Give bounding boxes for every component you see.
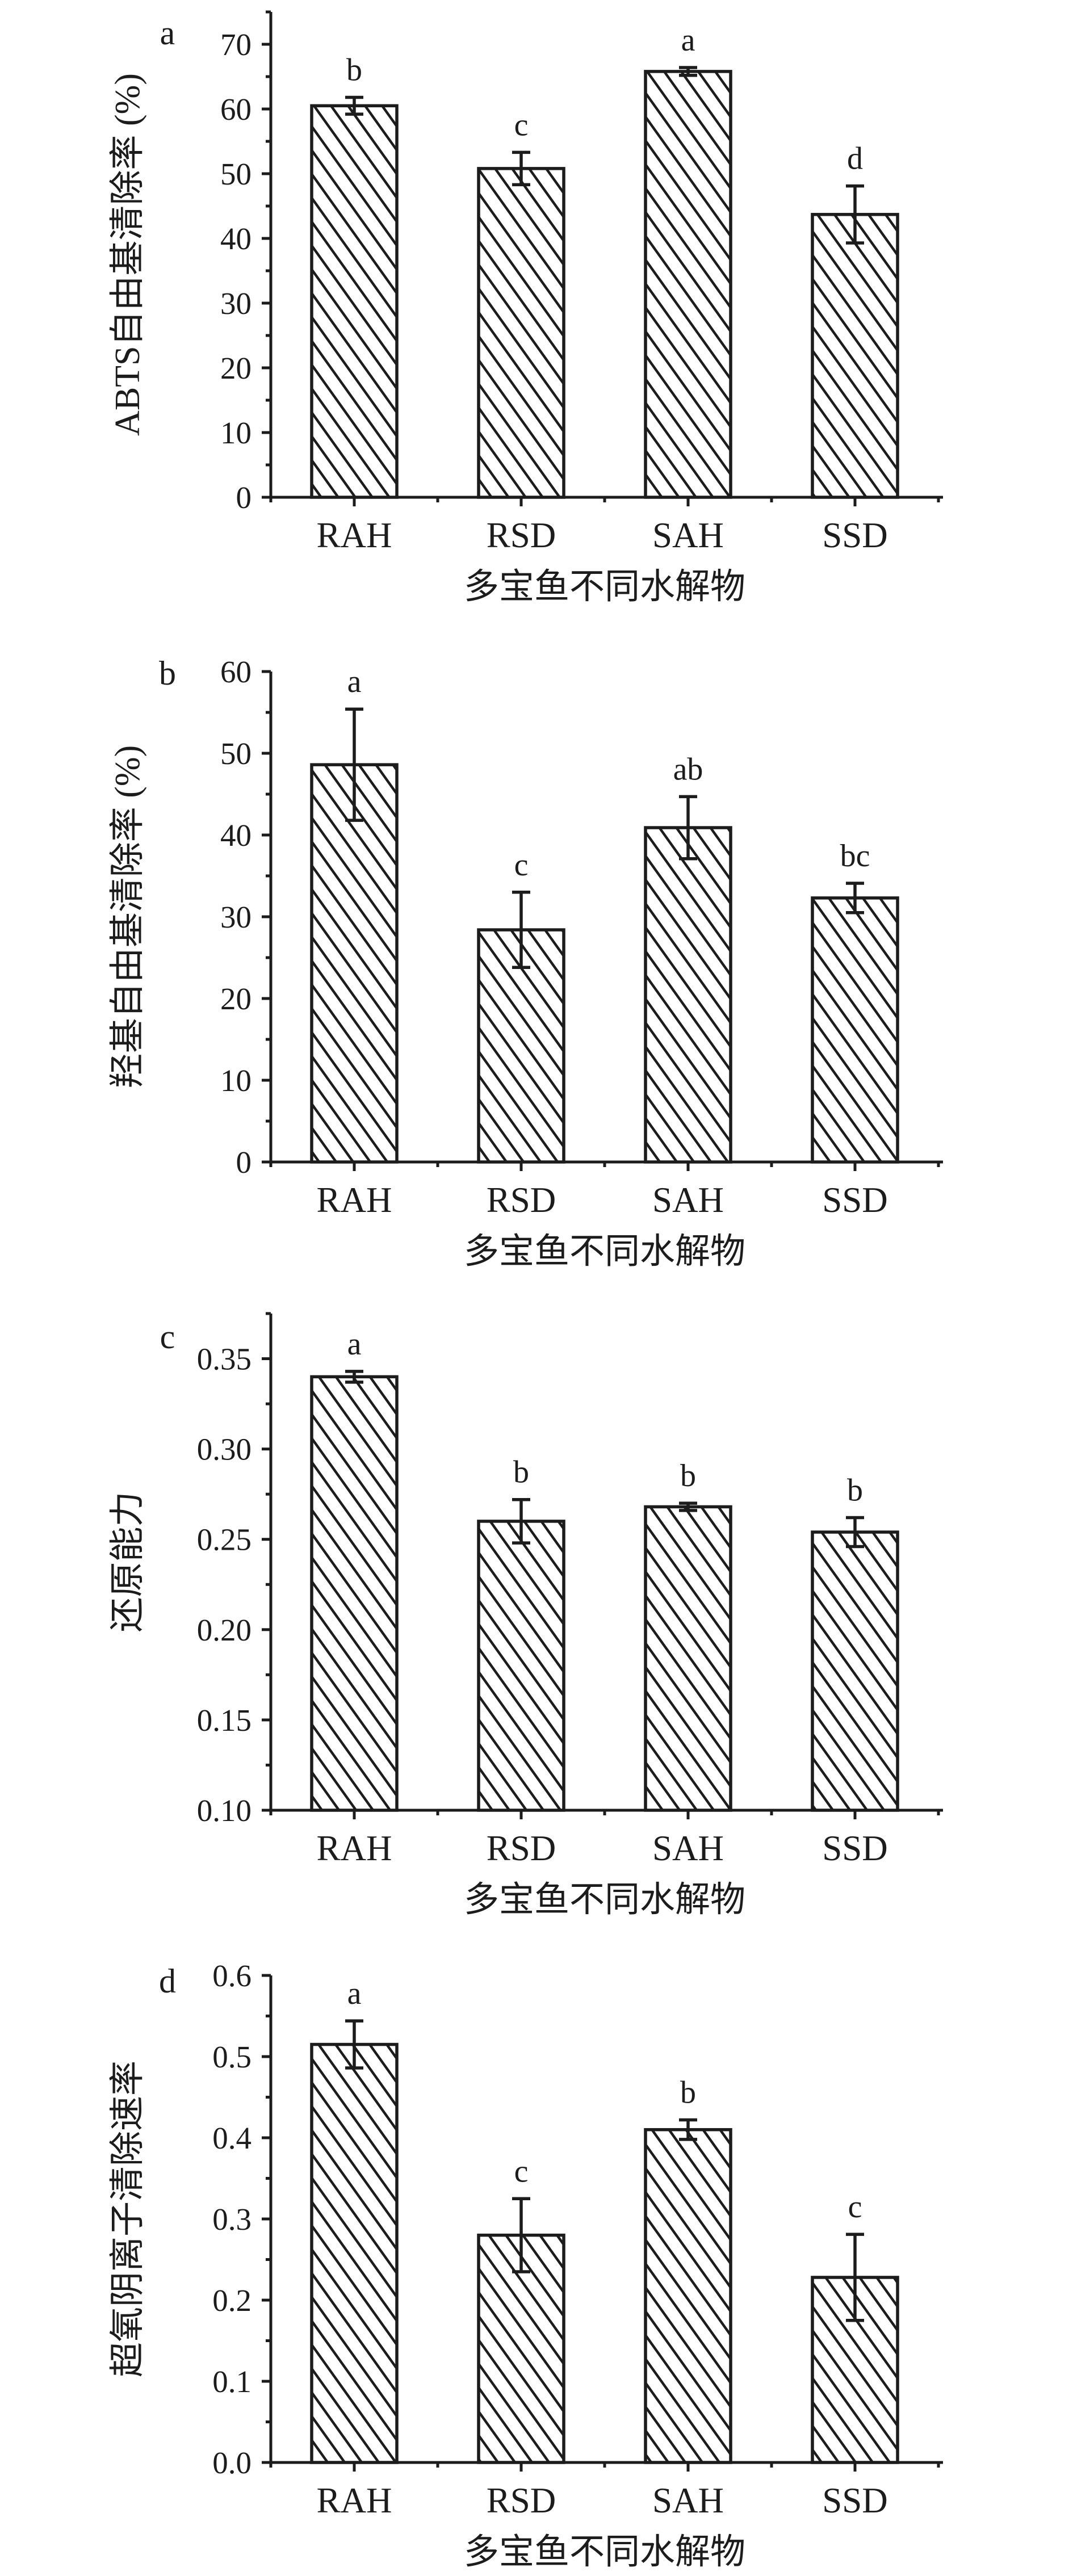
panel-d-sig-letter-rah: a — [347, 1976, 362, 2011]
panel-c-sig-letter-ssd: b — [847, 1473, 863, 1508]
panel-d-sig-letter-rsd: c — [514, 2154, 529, 2189]
panel-d-chart: 0.0 0.1 0.2 0.3 0.4 0.5 0.6 RAH RSD SAH SSD a c b c d 超氧… — [108, 1958, 943, 2571]
panel-b-sig-letter-sah: ab — [673, 752, 703, 787]
panel-c-y-axis-title: 还原能力 — [108, 1491, 147, 1632]
panel-c-chart: 0.10 0.15 0.20 0.25 0.30 0.35 RAH RSD SAH SSD a b b b… — [108, 1312, 943, 1919]
panel-c-x-axis-title: 多宝鱼不同水解物 — [464, 1881, 745, 1919]
panel-a-ytick-label-10: 10 — [220, 416, 252, 450]
panel-a-ytick-label-30: 30 — [220, 286, 252, 321]
panel-c-ytick-label-0.20: 0.20 — [197, 1613, 252, 1647]
panel-b-bar-rah — [310, 763, 399, 1164]
panel-b-sig-letter-rah: a — [347, 664, 362, 699]
panel-a-y-axis-title: ABTS自由基清除率 (%) — [108, 73, 147, 436]
panel-c-bar-sah — [644, 1505, 732, 1812]
panel-d-ytick-label-0.0: 0.0 — [212, 2445, 252, 2480]
panel-d-ytick-label-0.1: 0.1 — [212, 2364, 252, 2399]
panel-c-sig-letter-rah: a — [347, 1327, 362, 1362]
panel-b-sig-letter-rsd: c — [514, 848, 529, 883]
panel-c-sig-letter-rsd: b — [513, 1455, 529, 1490]
panel-d-bar-sah — [644, 2128, 732, 2464]
panel-c-ytick-label-0.25: 0.25 — [197, 1522, 252, 1557]
panel-a-sig-letter-rah: b — [346, 52, 362, 87]
panel-d-ytick-label-0.5: 0.5 — [212, 2040, 252, 2074]
panel-a-sig-letter-rsd: c — [514, 107, 529, 142]
panel-d-y-axis-title: 超氧阴离子清除速率 — [108, 2061, 147, 2377]
panel-b-xtick-label-rsd: RSD — [487, 1180, 556, 1220]
panel-a-sig-letter-sah: a — [681, 23, 695, 58]
panel-b-xtick-label-sah: SAH — [652, 1180, 724, 1220]
panel-d-bar-rah — [310, 2042, 399, 2464]
panel-b-xtick-label-ssd: SSD — [822, 1180, 888, 1220]
panel-a-ytick-label-60: 60 — [220, 92, 252, 127]
panel-a-ytick-label-20: 20 — [220, 351, 252, 385]
panel-a-xtick-label-rsd: RSD — [487, 515, 556, 555]
panel-a-xtick-label-ssd: SSD — [822, 515, 888, 555]
panel-b-ytick-label-50: 50 — [220, 736, 252, 771]
panel-a-sig-letter-ssd: d — [847, 141, 863, 177]
panel-d-xtick-label-sah: SAH — [652, 2481, 724, 2520]
panel-a-ytick-label-70: 70 — [220, 27, 252, 62]
panel-c-bar-rsd — [477, 1520, 565, 1812]
panel-d-xtick-label-ssd: SSD — [822, 2481, 888, 2520]
panel-c-xtick-label-rsd: RSD — [487, 1828, 556, 1868]
panel-c-xtick-label-sah: SAH — [652, 1828, 724, 1868]
panel-d-ytick-label-0.3: 0.3 — [212, 2202, 252, 2237]
panel-c-sig-letter-sah: b — [680, 1458, 696, 1493]
panel-d-ytick-label-0.6: 0.6 — [212, 1958, 252, 1993]
panel-b-panel-letter: b — [159, 655, 176, 692]
panel-d-xtick-label-rah: RAH — [316, 2481, 392, 2520]
panel-c-xtick-label-ssd: SSD — [822, 1828, 888, 1868]
panel-a-panel-letter: a — [160, 14, 175, 52]
panel-c-bar-rah — [310, 1375, 399, 1812]
panel-b-ytick-label-20: 20 — [220, 981, 252, 1016]
panel-b-bar-sah — [644, 826, 732, 1164]
panel-d-sig-letter-ssd: c — [848, 2189, 862, 2225]
panel-a-bar-ssd — [811, 213, 899, 499]
panel-a-chart: 0 10 20 30 40 50 60 70 RAH RSD SAH SSD b c a d a ABTS自由基清… — [108, 10, 943, 606]
panel-c-ytick-label-0.10: 0.10 — [197, 1793, 252, 1828]
panel-c-panel-letter: c — [160, 1318, 175, 1356]
panel-a-xtick-label-sah: SAH — [652, 515, 724, 555]
panel-d-ytick-label-0.4: 0.4 — [212, 2121, 252, 2155]
panel-c-ytick-label-0.15: 0.15 — [197, 1703, 252, 1738]
panel-a-bar-sah — [644, 70, 732, 499]
panel-d-xtick-label-rsd: RSD — [487, 2481, 556, 2520]
panel-d-ytick-label-0.2: 0.2 — [212, 2283, 252, 2318]
panel-a-bar-rah — [310, 104, 399, 499]
panel-b-bar-ssd — [811, 896, 899, 1164]
panel-c-ytick-label-0.30: 0.30 — [197, 1432, 252, 1467]
panel-a-xtick-label-rah: RAH — [316, 515, 392, 555]
panel-d-sig-letter-sah: b — [680, 2075, 696, 2111]
panel-c-bar-ssd — [811, 1530, 899, 1812]
panel-c-ytick-label-0.35: 0.35 — [197, 1342, 252, 1377]
panel-d-panel-letter: d — [159, 1962, 176, 2000]
panel-b-x-axis-title: 多宝鱼不同水解物 — [464, 1232, 745, 1271]
panel-a-x-axis-title: 多宝鱼不同水解物 — [464, 568, 745, 606]
panel-b-sig-letter-ssd: bc — [840, 838, 870, 874]
panel-b-ytick-label-40: 40 — [220, 818, 252, 853]
panel-b-ytick-label-10: 10 — [220, 1063, 252, 1098]
panel-c-xtick-label-rah: RAH — [316, 1828, 392, 1868]
panel-a-bar-rsd — [477, 167, 565, 499]
panel-a-ytick-label-40: 40 — [220, 221, 252, 256]
panel-d-x-axis-title: 多宝鱼不同水解物 — [464, 2533, 745, 2571]
panel-b-ytick-label-30: 30 — [220, 900, 252, 934]
panel-b-ytick-label-0: 0 — [236, 1145, 252, 1180]
panel-b-y-axis-title: 羟基自由基清除率 (%) — [108, 745, 147, 1088]
panel-b-ytick-label-60: 60 — [220, 655, 252, 689]
panel-a-ytick-label-0: 0 — [236, 480, 252, 515]
panel-a-ytick-label-50: 50 — [220, 157, 252, 191]
panel-b-chart: 0 10 20 30 40 50 60 RAH RSD SAH SSD a c ab bc b 羟基自由基清除率… — [108, 655, 943, 1271]
panel-b-xtick-label-rah: RAH — [316, 1180, 392, 1220]
